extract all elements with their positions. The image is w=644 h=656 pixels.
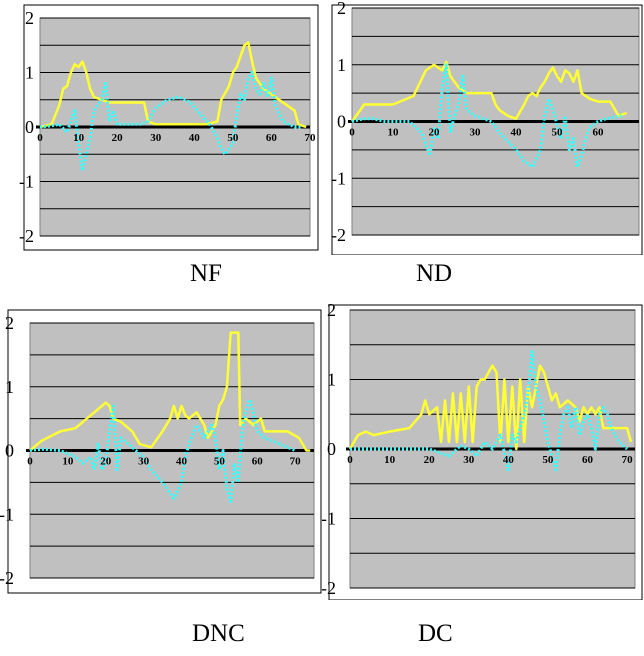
x-tick-label: 50: [542, 454, 554, 466]
series-line-dotted: [351, 63, 623, 169]
y-tick-label: -2: [331, 225, 346, 245]
x-tick-label: 30: [470, 127, 482, 139]
x-tick-label: 0: [27, 456, 33, 468]
x-tick-label: 30: [463, 454, 475, 466]
y-tick-label: -2: [19, 226, 34, 246]
x-tick-label: 70: [622, 454, 634, 466]
x-tick-label: 30: [150, 132, 162, 144]
y-tick-label: 1: [327, 370, 336, 390]
y-tick-label: 1: [25, 63, 34, 83]
y-tick-label: 1: [5, 377, 14, 397]
chart-panel-nf: 2 1 0 -1 -2 0 10 20 30 40 50 60 70: [0, 0, 322, 255]
series-line-solid: [29, 331, 311, 452]
chart-dc: 210-1-20 10 20 30 40 50 60 70: [322, 300, 643, 600]
x-tick-label: 10: [388, 127, 400, 139]
x-tick-label: 20: [112, 132, 124, 144]
x-tick-label: 60: [266, 132, 278, 144]
x-tick-label: 0: [37, 132, 43, 144]
x-tick-label: 40: [189, 132, 201, 144]
caption-nf: NF: [190, 260, 222, 287]
chart-panel-dnc: 2 1 0 -1 -2 0 10 20 30 40 50 60 70: [0, 305, 322, 595]
y-tick-label: -2: [322, 578, 336, 598]
x-tick-label: 70: [290, 456, 302, 468]
x-tick-label: 60: [252, 456, 264, 468]
x-tick-label: 60: [582, 454, 594, 466]
y-tick-label: 0: [25, 117, 34, 137]
y-tick-label: 0: [5, 441, 14, 461]
series-line-dotted: [29, 398, 296, 503]
x-tick-label: 60: [593, 127, 605, 139]
chart-nd: 210-1-20 10 20 30 40 50 60: [331, 0, 643, 255]
chart-dnc: 210-1-20 10 20 30 40 50 60 70: [0, 309, 322, 594]
x-tick-label: 20: [100, 456, 112, 468]
x-tick-label: 70: [305, 132, 317, 144]
y-tick-label: 2: [5, 313, 14, 333]
caption-dc: DC: [418, 620, 453, 647]
x-tick-label: 0: [349, 127, 355, 139]
y-tick-label: -1: [19, 172, 34, 192]
x-tick-label: 50: [227, 132, 239, 144]
x-tick-label: 40: [176, 456, 188, 468]
y-tick-label: -1: [331, 168, 346, 188]
y-tick-label: -1: [0, 504, 14, 524]
x-tick-label: 40: [511, 127, 523, 139]
x-tick-label: 10: [384, 454, 396, 466]
y-tick-label: 2: [337, 0, 346, 18]
y-tick-label: 0: [337, 112, 346, 132]
x-tick-label: 30: [138, 456, 150, 468]
series-line-dotted: [39, 71, 303, 173]
y-tick-label: 0: [327, 439, 336, 459]
y-tick-label: 1: [337, 55, 346, 75]
caption-dnc: DNC: [192, 620, 245, 647]
x-tick-label: 10: [73, 132, 85, 144]
series-line-solid: [350, 60, 628, 123]
y-tick-label: 2: [25, 8, 34, 28]
y-tick-label: 2: [327, 300, 336, 320]
y-tick-label: -1: [322, 509, 336, 529]
x-tick-label: 50: [214, 456, 226, 468]
x-tick-label: 10: [62, 456, 74, 468]
series-line-solid: [348, 364, 633, 451]
y-tick-label: -2: [0, 568, 14, 588]
x-tick-label: 20: [424, 454, 436, 466]
caption-nd: ND: [416, 260, 453, 287]
x-tick-label: 40: [503, 454, 515, 466]
x-tick-label: 0: [347, 454, 353, 466]
series-line-dotted: [350, 350, 629, 472]
chart-panel-nd: 2 1 0 -1 -2 0 10 20 30 40 50 60: [322, 0, 644, 255]
x-tick-label: 20: [429, 127, 441, 139]
chart-nf: 210-1-20 10 20 30 40 50 60 70: [19, 4, 319, 251]
chart-panel-dc: 2 1 0 -1 -2 0 10 20 30 40 50 60 70: [322, 300, 644, 600]
x-tick-label: 50: [552, 127, 564, 139]
